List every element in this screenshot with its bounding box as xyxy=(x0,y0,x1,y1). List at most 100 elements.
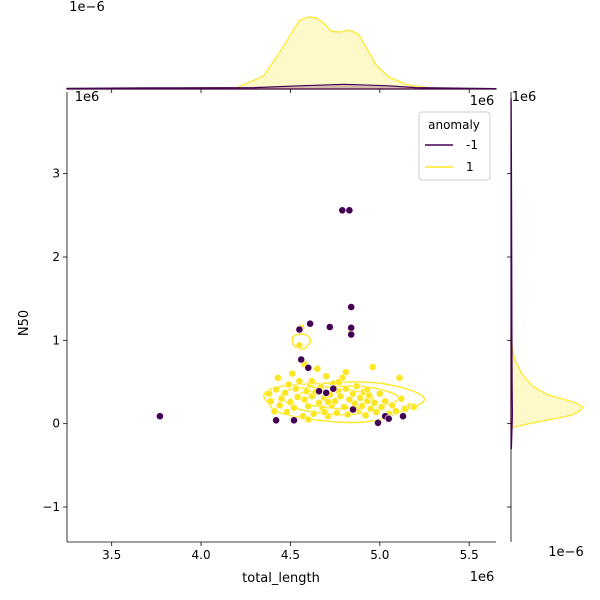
scatter-point-anomaly-1 xyxy=(322,372,331,381)
y-tick-label: 0 xyxy=(52,417,60,431)
scatter-point-anomaly-1 xyxy=(345,395,354,404)
scatter-point-anomaly-1 xyxy=(273,373,282,382)
scatter-point-anomaly-1 xyxy=(395,373,404,382)
scatter-point-anomaly-1 xyxy=(375,389,384,398)
scatter-point-anomaly-1 xyxy=(290,403,298,412)
scatter-point-anomaly-neg1 xyxy=(345,206,354,215)
scatter-point-anomaly-1 xyxy=(377,403,386,411)
x-tick-label: 4.5 xyxy=(281,548,300,562)
scatter-point-anomaly-neg1 xyxy=(306,319,314,328)
top-kde-anomaly-1 xyxy=(66,16,497,90)
scatter-point-anomaly-1 xyxy=(302,387,311,396)
scatter-point-anomaly-1 xyxy=(270,407,279,416)
scatter-point-anomaly-1 xyxy=(361,411,370,420)
scatter-point-anomaly-1 xyxy=(391,407,400,416)
scatter-point-anomaly-1 xyxy=(313,364,322,373)
x-tick-label: 3.5 xyxy=(102,548,121,562)
scatter-point-anomaly-neg1 xyxy=(290,416,298,425)
scatter-point-anomaly-1 xyxy=(320,408,329,416)
x-tick-label: 4.0 xyxy=(192,548,211,562)
scatter-point-anomaly-1 xyxy=(265,389,273,398)
scatter-point-anomaly-1 xyxy=(288,369,297,378)
scatter-point-anomaly-1 xyxy=(282,408,291,416)
scatter-point-anomaly-1 xyxy=(356,393,364,402)
scatter-point-anomaly-1 xyxy=(343,410,352,419)
scatter-point-anomaly-1 xyxy=(340,403,348,411)
scatter-point-anomaly-1 xyxy=(372,408,381,416)
scatter-point-anomaly-1 xyxy=(341,368,350,376)
scatter-point-anomaly-neg1 xyxy=(338,206,347,215)
scatter-point-anomaly-1 xyxy=(381,397,390,406)
scatter-point-anomaly-1 xyxy=(286,398,295,406)
scatter-point-anomaly-neg1 xyxy=(322,388,331,397)
scatter-point-anomaly-1 xyxy=(388,401,397,410)
scatter-point-anomaly-1 xyxy=(324,398,332,406)
kde-contour-upper xyxy=(291,333,312,350)
legend-box xyxy=(418,111,491,181)
scatter-point-anomaly-1 xyxy=(304,402,313,411)
scatter-point-anomaly-neg1 xyxy=(384,414,393,423)
top-kde-anomaly-neg1 xyxy=(66,83,497,90)
scatter-point-anomaly-1 xyxy=(304,415,313,424)
scatter-point-anomaly-neg1 xyxy=(297,355,306,364)
y-tick-label: 1 xyxy=(52,333,60,347)
scatter-point-anomaly-1 xyxy=(284,380,293,389)
scatter-point-anomaly-1 xyxy=(368,363,377,371)
scatter-point-anomaly-1 xyxy=(266,397,275,406)
legend-label-anomaly-neg1: -1 xyxy=(466,138,478,152)
scatter-point-anomaly-1 xyxy=(370,398,379,407)
scatter-point-anomaly-neg1 xyxy=(374,418,382,427)
scatter-point-anomaly-1 xyxy=(277,394,286,403)
scatter-point-anomaly-neg1 xyxy=(155,412,164,421)
legend-title: anomaly xyxy=(428,118,480,132)
top-x-multiplier: 1e6 xyxy=(470,94,495,109)
y-tick-label: −1 xyxy=(42,500,60,514)
x-axis-label: total_length xyxy=(242,571,320,586)
scatter-point-anomaly-1 xyxy=(336,392,345,401)
legend: anomaly -1 1 xyxy=(418,111,491,181)
scatter-point-anomaly-neg1 xyxy=(329,384,338,393)
scatter-point-anomaly-1 xyxy=(349,389,357,398)
x-axis-multiplier: 1e6 xyxy=(470,570,495,585)
x-tick-label: 5.5 xyxy=(460,548,479,562)
right-kde-anomaly-neg1 xyxy=(510,98,513,450)
scatter-point-anomaly-neg1 xyxy=(349,405,357,414)
scatter-point-anomaly-neg1 xyxy=(272,416,280,425)
scatter-point-anomaly-1 xyxy=(281,388,289,397)
scatter-point-anomaly-neg1 xyxy=(399,412,407,421)
scatter-point-anomaly-neg1 xyxy=(347,323,356,332)
scatter-point-anomaly-1 xyxy=(309,409,318,418)
scatter-point-anomaly-1 xyxy=(334,378,343,386)
scatter-point-anomaly-neg1 xyxy=(347,303,356,311)
scatter-point-anomaly-1 xyxy=(341,384,350,393)
scatter-point-anomaly-1 xyxy=(275,401,284,410)
scatter-point-anomaly-1 xyxy=(397,394,406,403)
scatter-point-anomaly-1 xyxy=(332,408,341,417)
y-tick-label: 2 xyxy=(52,250,60,264)
scatter-point-anomaly-1 xyxy=(315,398,323,407)
scatter-point-anomaly-neg1 xyxy=(347,330,356,339)
scatter-point-anomaly-neg1 xyxy=(304,363,313,372)
y-tick-label: 3 xyxy=(52,167,60,181)
scatter-point-anomaly-1 xyxy=(295,377,304,386)
scatter-point-anomaly-1 xyxy=(293,393,302,401)
scatter-point-anomaly-neg1 xyxy=(315,387,323,396)
scatter-point-anomaly-1 xyxy=(352,382,361,391)
top-marginal-plot xyxy=(66,16,497,90)
scatter-point-anomaly-1 xyxy=(363,385,372,394)
right-marginal-plot xyxy=(510,92,584,542)
scatter-point-anomaly-1 xyxy=(272,385,280,394)
scatter-point-anomaly-1 xyxy=(307,377,316,386)
y-axis-multiplier: 1e6 xyxy=(75,90,100,105)
x-tick-label: 5.0 xyxy=(370,548,389,562)
scatter-points xyxy=(155,206,418,427)
legend-label-anomaly-1: 1 xyxy=(466,160,474,174)
scatter-point-anomaly-1 xyxy=(300,395,309,404)
scatter-point-anomaly-1 xyxy=(295,341,304,350)
right-marginal-multiplier: 1e−6 xyxy=(548,545,583,560)
right-kde-anomaly-1 xyxy=(510,331,584,429)
scatter-point-anomaly-neg1 xyxy=(325,323,334,331)
scatter-point-anomaly-1 xyxy=(291,384,300,393)
scatter-point-anomaly-1 xyxy=(409,403,418,411)
